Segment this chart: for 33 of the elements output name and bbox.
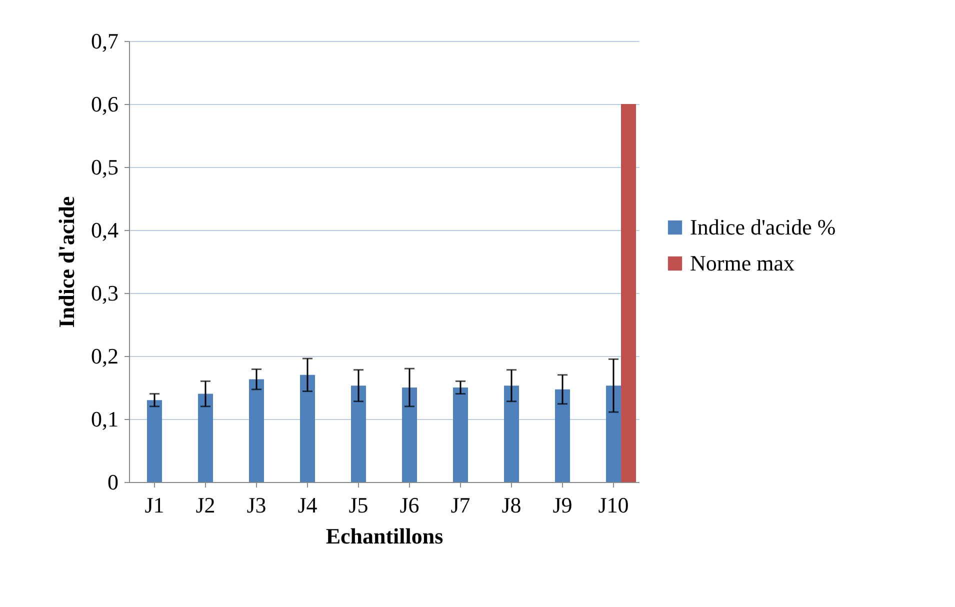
y-tick-label: 0	[108, 470, 118, 494]
y-tick-label: 0,7	[91, 28, 118, 54]
x-tick-label: J2	[196, 492, 216, 518]
bar	[249, 379, 264, 482]
x-tick-label: J3	[246, 492, 266, 518]
legend-label: Indice d'acide %	[690, 214, 836, 240]
bar	[555, 389, 570, 482]
bar	[198, 394, 213, 482]
y-tick-label: 0,3	[91, 280, 118, 306]
x-tick-label: J4	[298, 492, 318, 518]
x-tick-label: J6	[400, 492, 420, 518]
y-tick-label: 0,2	[91, 344, 118, 368]
legend-label: Norme max	[690, 250, 794, 276]
bar	[300, 374, 315, 482]
y-axis-title: Indice d'acide	[54, 196, 79, 328]
y-tick-label: 0,4	[91, 218, 118, 242]
y-tick-label: 0,6	[91, 92, 118, 116]
x-tick-label: J5	[348, 492, 368, 518]
y-tick-label: 0,5	[91, 154, 118, 180]
bar	[147, 400, 162, 482]
x-tick-label: J1	[144, 492, 164, 518]
bar	[453, 388, 468, 482]
bar	[504, 386, 519, 482]
x-axis-title: Echantillons	[326, 524, 444, 548]
x-tick-label: J8	[502, 492, 522, 518]
x-tick-label: J9	[552, 492, 572, 518]
y-tick-label: 0,1	[91, 406, 118, 432]
bar	[606, 386, 621, 482]
bar	[621, 104, 636, 482]
x-tick-label: J10	[598, 492, 629, 518]
bar	[351, 386, 366, 482]
bar	[402, 388, 417, 482]
x-tick-label: J7	[450, 492, 470, 518]
